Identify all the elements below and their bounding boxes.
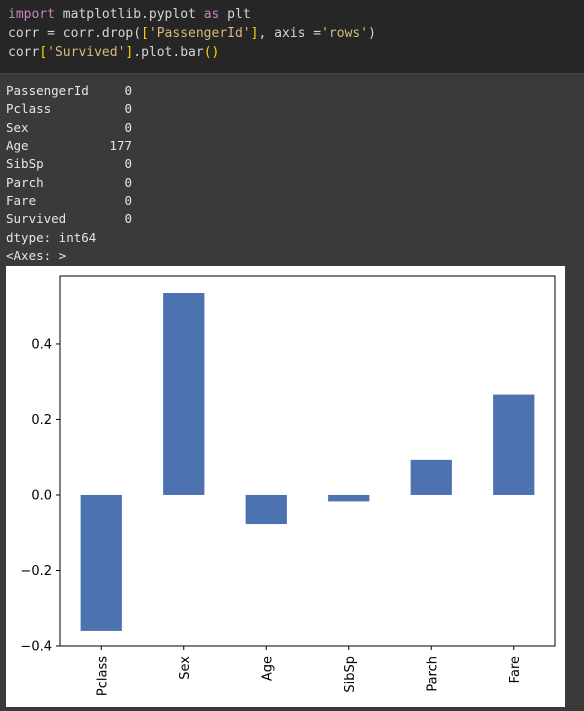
y-tick-label: −0.4: [20, 640, 52, 655]
x-tick-label: Fare: [508, 656, 523, 683]
x-tick-label: Age: [260, 656, 275, 681]
series-index-label: SibSp: [6, 156, 44, 172]
series-index-label: Parch: [6, 174, 44, 190]
series-value: 0: [124, 156, 132, 172]
bar-pclass: [80, 494, 122, 631]
bracket: ]: [250, 26, 259, 41]
as-keyword: as: [203, 7, 220, 22]
bar-sex: [163, 292, 205, 495]
series-value: 0: [124, 211, 132, 227]
x-tick-label: Sex: [178, 656, 193, 680]
alias-name: plt: [219, 7, 251, 22]
plot-figure: −0.4 −0.2 0.0 0.2 0.4 Pclass Sex Age SibSp Parch F…: [6, 266, 565, 707]
series-index-label: Pclass: [6, 101, 52, 117]
code-line-partial: corr: [8, 0, 39, 6]
string-literal: 'Survived': [47, 45, 126, 60]
series-index-label: Age: [6, 137, 29, 153]
bar-fare: [493, 394, 535, 495]
string-literal: 'rows': [321, 26, 369, 41]
series-index-label: PassengerId: [6, 83, 89, 98]
y-tick-label: 0.4: [31, 337, 52, 352]
code-text: .plot.bar: [133, 45, 204, 60]
code-line-2: corr = corr.drop(['PassengerId'], axis =…: [8, 25, 376, 43]
code-text: ): [368, 26, 376, 41]
parens: (): [203, 45, 220, 60]
bar-age: [245, 494, 287, 525]
code-text: , axis =: [258, 26, 322, 41]
series-value: 0: [124, 83, 132, 98]
bar-chart: −0.4 −0.2 0.0 0.2 0.4 Pclass Sex Age SibSp Parch F…: [20, 275, 556, 696]
axes-frame: [59, 275, 556, 647]
series-value: 0: [124, 119, 132, 135]
bracket: ]: [125, 45, 134, 60]
bracket: [: [141, 26, 149, 41]
series-value: 0: [124, 101, 132, 117]
code-cell[interactable]: corr import matplotlib.pyplot as plt cor…: [0, 0, 584, 74]
code-line-3: corr['Survived'].plot.bar(): [8, 44, 219, 62]
dtype-line: dtype: int64: [6, 230, 97, 245]
bar-parch: [410, 459, 452, 495]
module-name: matplotlib.pyplot: [54, 7, 204, 22]
series-value: 0: [124, 174, 132, 190]
y-tick-label: 0.0: [31, 488, 52, 503]
code-text: corr = corr.drop(: [8, 26, 142, 41]
import-keyword: import: [8, 7, 55, 22]
code-line-1: import matplotlib.pyplot as plt: [8, 6, 251, 24]
axes-repr-line: <Axes: >: [6, 248, 67, 263]
series-value: 177: [109, 137, 132, 153]
bracket: [: [39, 45, 48, 60]
x-tick-label: SibSp: [343, 656, 358, 693]
string-literal: 'PassengerId': [148, 26, 251, 41]
series-index-label: Fare: [6, 192, 37, 208]
code-text: corr: [8, 45, 40, 60]
series-index-label: Survived: [6, 211, 67, 227]
x-tick-label: Parch: [425, 656, 440, 692]
series-index-label: Sex: [6, 119, 29, 135]
x-tick-label: Pclass: [95, 656, 110, 696]
y-tick-label: −0.2: [20, 564, 52, 579]
y-tick-label: 0.2: [31, 413, 52, 428]
bar-sibsp: [328, 494, 370, 502]
series-value: 0: [124, 192, 132, 208]
